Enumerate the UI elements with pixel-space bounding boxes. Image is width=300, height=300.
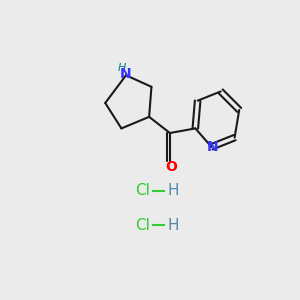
Text: H: H	[168, 218, 179, 233]
Text: N: N	[120, 67, 132, 81]
Text: Cl: Cl	[135, 183, 150, 198]
Text: N: N	[207, 140, 218, 154]
Text: H: H	[118, 63, 126, 73]
Text: H: H	[168, 183, 179, 198]
Text: Cl: Cl	[135, 218, 150, 233]
Text: O: O	[165, 160, 177, 173]
